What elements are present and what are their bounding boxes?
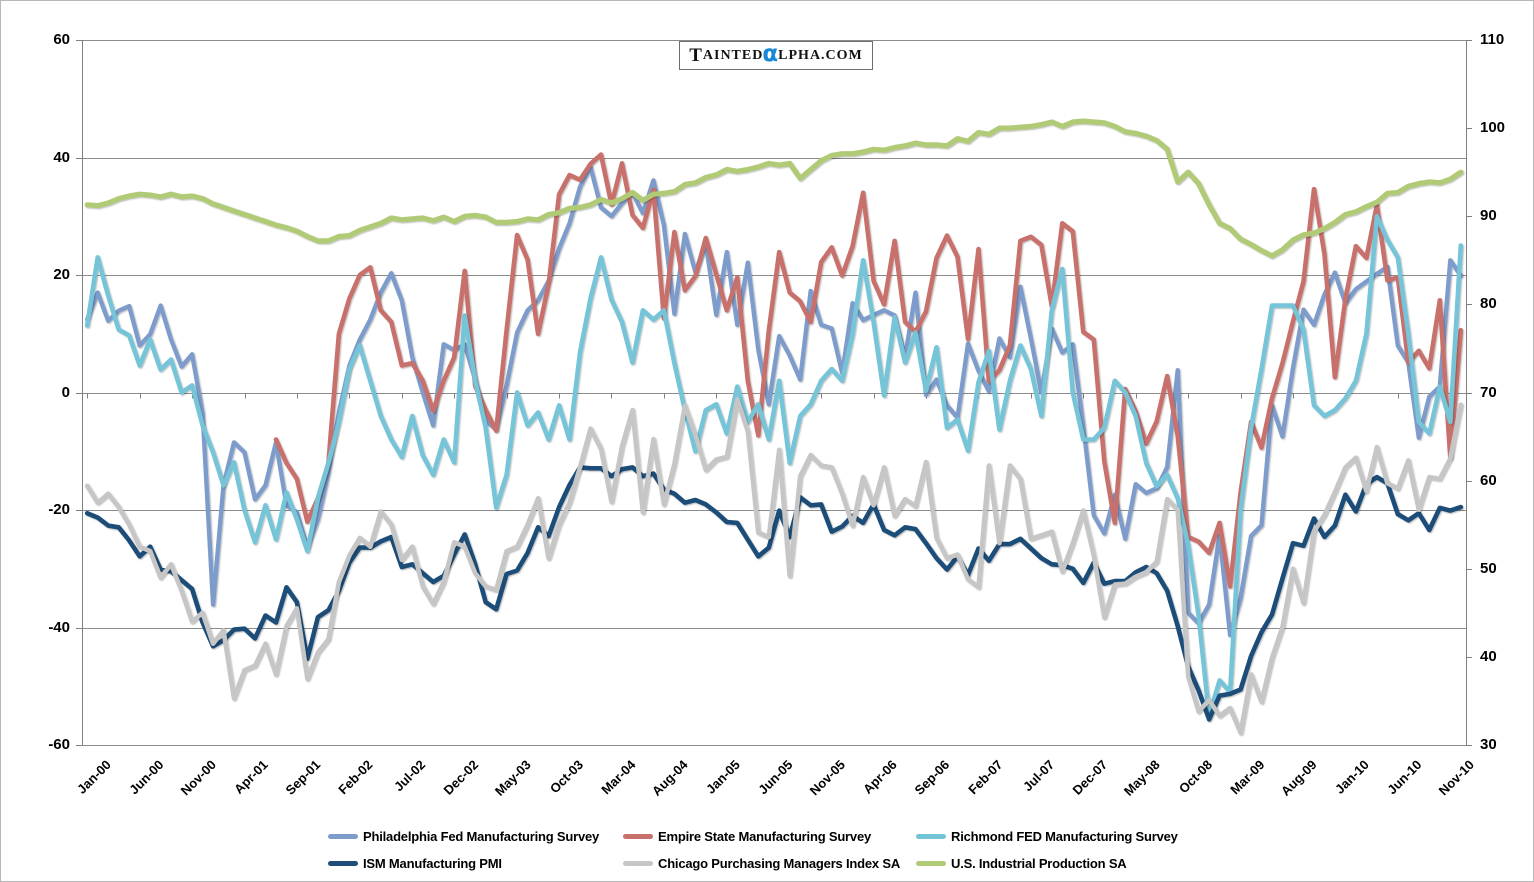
right-axis-tick-label: 80 bbox=[1480, 295, 1497, 313]
left-axis-tick-label: 20 bbox=[53, 266, 70, 283]
legend-item-empire-state: Empire State Manufacturing Survey bbox=[623, 827, 871, 845]
watermark-text-part: T bbox=[689, 45, 703, 66]
philadelphia-fed-line-swatch bbox=[328, 833, 358, 839]
legend-label: Richmond FED Manufacturing Survey bbox=[951, 828, 1178, 844]
right-axis-tick-label: 30 bbox=[1480, 736, 1497, 753]
series-line-ism-manufacturing-pmi bbox=[84, 465, 1464, 722]
series-line-u-s-industrial-production-sa bbox=[84, 118, 1464, 259]
right-axis-tick-label: 110 bbox=[1480, 31, 1505, 48]
legend-label: U.S. Industrial Production SA bbox=[951, 855, 1127, 871]
series-line-chicago-purchasing-managers-index-sa bbox=[84, 397, 1464, 735]
legend-item-philadelphia-fed: Philadelphia Fed Manufacturing Survey bbox=[328, 827, 599, 845]
watermark-text-part: LPHA.COM bbox=[778, 47, 863, 63]
richmond-fed-line-swatch bbox=[916, 833, 946, 839]
legend-item-ism-pmi: ISM Manufacturing PMI bbox=[328, 854, 502, 872]
left-axis-tick-label: -40 bbox=[48, 618, 70, 636]
alpha-glyph: α bbox=[762, 41, 780, 67]
right-axis-tick-label: 50 bbox=[1480, 559, 1497, 577]
legend-label: Chicago Purchasing Managers Index SA bbox=[658, 855, 901, 871]
right-axis-tick-label: 60 bbox=[1480, 471, 1497, 489]
legend-item-richmond-fed: Richmond FED Manufacturing Survey bbox=[916, 827, 1178, 845]
right-axis-tick-label: 70 bbox=[1480, 383, 1497, 401]
legend-label: Philadelphia Fed Manufacturing Survey bbox=[363, 828, 600, 844]
right-axis-tick-label: 90 bbox=[1480, 207, 1497, 225]
industrial-production-line-swatch bbox=[916, 860, 946, 866]
left-axis-tick-label: 60 bbox=[53, 31, 70, 48]
right-axis-tick-label: 40 bbox=[1480, 647, 1497, 665]
watermark-site-label: T AINTED α LPHA.COM bbox=[679, 41, 873, 70]
chicago-pmi-line-swatch bbox=[623, 860, 653, 866]
right-axis-tick-label: 100 bbox=[1480, 119, 1506, 137]
left-axis-tick-label: 40 bbox=[53, 148, 70, 166]
legend-label: Empire State Manufacturing Survey bbox=[658, 828, 872, 844]
legend-item-chicago-pmi: Chicago Purchasing Managers Index SA bbox=[623, 854, 900, 872]
legend-item-industrial-production: U.S. Industrial Production SA bbox=[916, 854, 1127, 872]
watermark-text-part: AINTED bbox=[702, 47, 764, 63]
left-axis-tick-label: -60 bbox=[48, 736, 70, 753]
empire-state-line-swatch bbox=[623, 833, 653, 839]
legend-label: ISM Manufacturing PMI bbox=[363, 855, 502, 871]
left-axis-tick-label: 0 bbox=[61, 383, 70, 401]
series-line-richmond-fed-manufacturing-survey bbox=[84, 214, 1464, 718]
left-axis-tick-label: -20 bbox=[48, 501, 70, 518]
ism-pmi-line-swatch bbox=[328, 860, 358, 866]
